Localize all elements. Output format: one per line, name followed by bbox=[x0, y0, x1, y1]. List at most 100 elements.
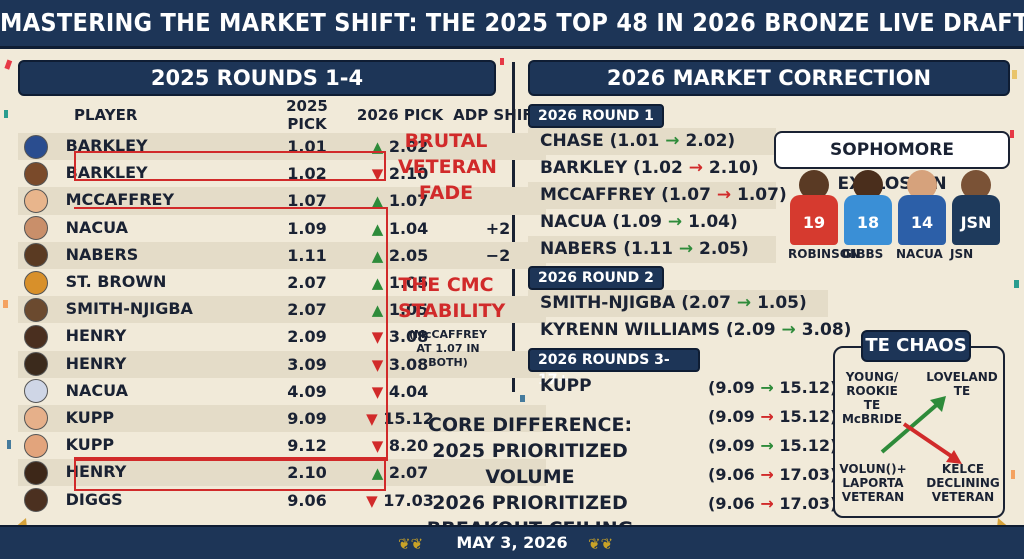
round-to-pick: 1.04 bbox=[688, 212, 731, 232]
table-row: BARKLEY 1.02 ▼ 2.10 bbox=[18, 160, 546, 187]
pick-2026-cell: ▼ 17.03 bbox=[350, 486, 450, 513]
player-name: NACUA bbox=[65, 380, 128, 400]
page-title: MASTERING THE MARKET SHIFT: THE 2025 TOP… bbox=[0, 8, 1024, 37]
table-row: HENRY 2.10 ▲ 2.07 bbox=[18, 459, 546, 487]
player-name: HENRY bbox=[65, 462, 127, 482]
player-avatar bbox=[24, 297, 48, 322]
round3-to-pick: 15.12 bbox=[779, 407, 830, 426]
round3-to-pick: 17.03 bbox=[779, 465, 830, 484]
round2-item: SMITH-NJIGBA (2.07 → 1.05) bbox=[528, 290, 828, 317]
round-to-pick: 2.10 bbox=[708, 158, 751, 178]
henry-row-box bbox=[74, 457, 386, 491]
up-arrow-icon: ▲ bbox=[371, 274, 384, 293]
pick-2025-cell: 9.06 bbox=[287, 490, 327, 510]
pick-2025-cell: 1.02 bbox=[287, 164, 327, 184]
player-cell: MCCAFFREY bbox=[18, 187, 264, 215]
left-section-header: 2025 ROUNDS 1-4 bbox=[18, 60, 496, 96]
table-row: NACUA 1.09 ▲ 1.04 +2 bbox=[18, 215, 546, 242]
pick-2025-cell: 2.07 bbox=[264, 296, 350, 324]
col-2025-pick: 2025 PICK bbox=[286, 97, 328, 133]
table-row: DIGGS 9.06 ▼ 17.03 bbox=[18, 486, 546, 513]
pick-2025-cell: 4.09 bbox=[287, 381, 327, 401]
red-arrow-icon: → bbox=[688, 158, 703, 178]
round3-from-pick: 9.09 bbox=[715, 436, 755, 455]
round-player-name: CHASE bbox=[540, 131, 604, 151]
green-arrow-icon: → bbox=[760, 436, 774, 455]
player-avatar bbox=[24, 488, 48, 513]
round3-item: (9.09 → 15.12) bbox=[708, 436, 837, 455]
table-row: NACUA 4.09 ▼ 4.04 bbox=[18, 378, 546, 405]
player-cell: BARKLEY bbox=[18, 133, 264, 161]
round-from-pick: 2.09 bbox=[733, 320, 776, 340]
player-name: BARKLEY bbox=[65, 136, 148, 156]
col-player: PLAYER bbox=[74, 106, 138, 124]
down-arrow-icon: ▼ bbox=[366, 491, 378, 510]
cmc-stability-bracket bbox=[74, 207, 388, 461]
right-section-header: 2026 MARKET CORRECTION bbox=[528, 60, 1010, 96]
pick-2026-value: 15.12 bbox=[383, 408, 434, 428]
red-arrow-icon: → bbox=[760, 494, 774, 513]
pick-2025-cell: 3.09 bbox=[264, 350, 350, 378]
round2-list: SMITH-NJIGBA (2.07 → 1.05) KYRENN WILLIAM… bbox=[528, 290, 851, 344]
player-avatar bbox=[24, 161, 48, 186]
player-jersey: 19 bbox=[790, 195, 838, 245]
veteran-fade-box bbox=[74, 151, 386, 181]
adp-shift-cell bbox=[450, 459, 546, 487]
pick-2026-cell: ▼ 15.12 bbox=[350, 404, 450, 433]
pick-2025-cell: 2.07 bbox=[287, 273, 327, 293]
pick-2026-cell: ▲ 1.07 bbox=[350, 187, 450, 215]
green-arrow-icon: → bbox=[781, 320, 796, 340]
player-avatar bbox=[24, 352, 48, 377]
table-row: KUPP 9.09 ▼ 15.12 bbox=[18, 404, 546, 433]
player-avatar bbox=[24, 433, 48, 458]
player-cell: DIGGS bbox=[18, 486, 264, 513]
pick-2025-cell: 1.07 bbox=[264, 187, 350, 215]
round-to-pick: 2.02 bbox=[685, 131, 728, 151]
round-to-pick: 2.05 bbox=[699, 239, 741, 259]
round3-item: (9.09 → 15.12) bbox=[708, 407, 837, 426]
adp-shift-cell: +2 bbox=[485, 218, 511, 238]
player-cell: HENRY bbox=[18, 350, 264, 378]
player-avatar bbox=[24, 134, 48, 159]
round1-label: 2026 ROUND 1 bbox=[528, 104, 664, 128]
sophomore-player-name: ROBINSON bbox=[788, 247, 860, 261]
sophomore-player-name: GIBBS bbox=[842, 247, 884, 261]
te-laporta-label: VOLUN()+ LAPORTA VETERAN bbox=[839, 462, 907, 504]
player-name: MCCAFFREY bbox=[65, 190, 175, 210]
sophomore-player-name: JSN bbox=[950, 247, 974, 261]
player-name: HENRY bbox=[65, 326, 127, 346]
pick-2026-value: 2.02 bbox=[388, 137, 429, 157]
pick-2026-value: 2.05 bbox=[388, 245, 429, 265]
round2-label: 2026 ROUND 2 bbox=[528, 266, 664, 290]
player-avatar bbox=[24, 324, 48, 349]
pick-2026-value: 4.04 bbox=[388, 381, 429, 401]
player-avatar bbox=[24, 188, 48, 213]
round-to-pick: 1.07 bbox=[737, 185, 779, 205]
player-cell: BARKLEY bbox=[18, 160, 264, 187]
round-from-pick: 2.07 bbox=[689, 293, 731, 313]
pick-2025-cell: 1.09 bbox=[287, 218, 327, 238]
player-name: DIGGS bbox=[65, 489, 123, 509]
player-name: HENRY bbox=[65, 353, 127, 373]
pick-2026-cell: ▼ 4.04 bbox=[350, 378, 450, 405]
pick-2026-cell: ▼ 3.08 bbox=[350, 350, 450, 378]
core-difference: CORE DIFFERENCE: 2025 PRIORITIZED VOLUME… bbox=[400, 412, 660, 542]
player-jersey: JSN bbox=[952, 195, 1000, 245]
cmc-stability-subnote: (McCAFFREY AT 1.07 IN BOTH) bbox=[408, 328, 488, 369]
pick-2026-cell: ▲ 1.04 bbox=[350, 215, 450, 242]
brutal-veteran-note: BRUTAL VETERAN FADE bbox=[398, 130, 497, 204]
table-row: ST. BROWN 2.07 ▲ 1.05 bbox=[18, 269, 546, 296]
footer-date: MAY 3, 2026 bbox=[456, 533, 568, 552]
player-avatar bbox=[24, 243, 48, 268]
round-from-pick: 1.07 bbox=[668, 185, 711, 205]
round-from-pick: 1.01 bbox=[617, 131, 660, 151]
round3-item: (9.06 → 17.03) bbox=[708, 465, 837, 484]
player-jersey: 14 bbox=[898, 195, 946, 245]
player-avatar bbox=[24, 460, 48, 485]
round3-player: KUPP bbox=[540, 376, 592, 396]
round1-item: BARKLEY (1.02 → 2.10) bbox=[540, 158, 759, 178]
pick-2026-value: 1.04 bbox=[388, 218, 429, 238]
col-2026-pick: 2026 PICK bbox=[356, 106, 444, 124]
player-name: NABERS bbox=[65, 244, 139, 264]
sophomore-bubble: SOPHOMORE EXPLOSION bbox=[774, 131, 1010, 194]
